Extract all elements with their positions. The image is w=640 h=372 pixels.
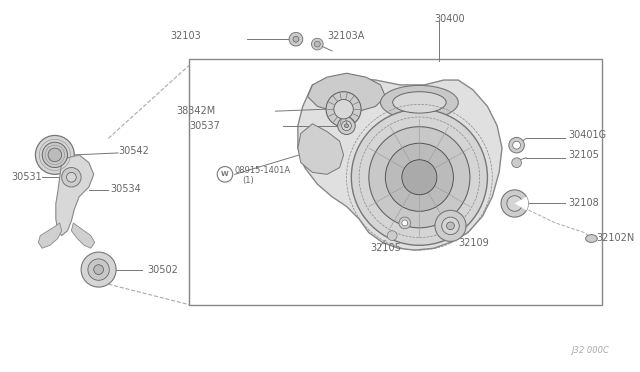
Polygon shape bbox=[56, 155, 93, 235]
Polygon shape bbox=[308, 73, 385, 112]
Circle shape bbox=[402, 160, 437, 195]
Circle shape bbox=[402, 220, 408, 226]
Ellipse shape bbox=[393, 92, 446, 113]
Circle shape bbox=[48, 148, 61, 162]
Circle shape bbox=[507, 196, 522, 211]
Circle shape bbox=[42, 142, 67, 167]
Text: 30531: 30531 bbox=[11, 172, 42, 182]
Text: 32102N: 32102N bbox=[596, 234, 634, 244]
Text: 30400: 30400 bbox=[434, 14, 465, 24]
Circle shape bbox=[387, 231, 397, 240]
Text: 32105: 32105 bbox=[568, 150, 599, 160]
Polygon shape bbox=[298, 78, 502, 250]
Circle shape bbox=[342, 121, 351, 131]
Circle shape bbox=[435, 210, 466, 241]
Circle shape bbox=[338, 117, 355, 135]
Circle shape bbox=[61, 167, 81, 187]
Circle shape bbox=[501, 190, 528, 217]
Text: 30537: 30537 bbox=[189, 121, 220, 131]
Circle shape bbox=[442, 217, 460, 235]
Polygon shape bbox=[38, 223, 61, 248]
Text: 30542: 30542 bbox=[118, 146, 149, 156]
Circle shape bbox=[312, 38, 323, 50]
Text: 30502: 30502 bbox=[147, 264, 178, 275]
Circle shape bbox=[334, 99, 353, 119]
Circle shape bbox=[447, 222, 454, 230]
Circle shape bbox=[81, 252, 116, 287]
Wedge shape bbox=[515, 197, 528, 210]
Ellipse shape bbox=[381, 86, 458, 119]
Circle shape bbox=[513, 141, 520, 149]
Circle shape bbox=[67, 172, 76, 182]
Text: 32105: 32105 bbox=[371, 243, 402, 253]
Circle shape bbox=[326, 92, 361, 127]
Text: 30534: 30534 bbox=[110, 184, 141, 194]
Bar bbox=[189, 59, 602, 305]
Text: J32 000C: J32 000C bbox=[571, 346, 609, 355]
Circle shape bbox=[512, 158, 522, 167]
Text: 32109: 32109 bbox=[458, 238, 489, 248]
Circle shape bbox=[344, 124, 348, 128]
Text: 30401J: 30401J bbox=[408, 218, 441, 228]
Ellipse shape bbox=[586, 235, 597, 243]
Text: 30401G: 30401G bbox=[568, 131, 606, 141]
Text: 32103: 32103 bbox=[170, 31, 201, 41]
Circle shape bbox=[509, 137, 524, 153]
Circle shape bbox=[369, 127, 470, 228]
Text: W: W bbox=[221, 171, 229, 177]
Circle shape bbox=[88, 259, 109, 280]
Polygon shape bbox=[72, 223, 95, 248]
Text: 38342M: 38342M bbox=[176, 106, 215, 116]
Polygon shape bbox=[298, 124, 344, 174]
Circle shape bbox=[314, 41, 320, 47]
Text: 32103A: 32103A bbox=[327, 31, 364, 41]
Circle shape bbox=[35, 135, 74, 174]
Text: 08915-1401A: 08915-1401A bbox=[235, 166, 291, 175]
Circle shape bbox=[399, 217, 411, 229]
Circle shape bbox=[289, 32, 303, 46]
Circle shape bbox=[293, 36, 299, 42]
Circle shape bbox=[351, 109, 488, 245]
Circle shape bbox=[385, 143, 453, 211]
Text: (1): (1) bbox=[243, 176, 254, 185]
Circle shape bbox=[93, 265, 104, 275]
Text: 32108: 32108 bbox=[568, 199, 599, 208]
